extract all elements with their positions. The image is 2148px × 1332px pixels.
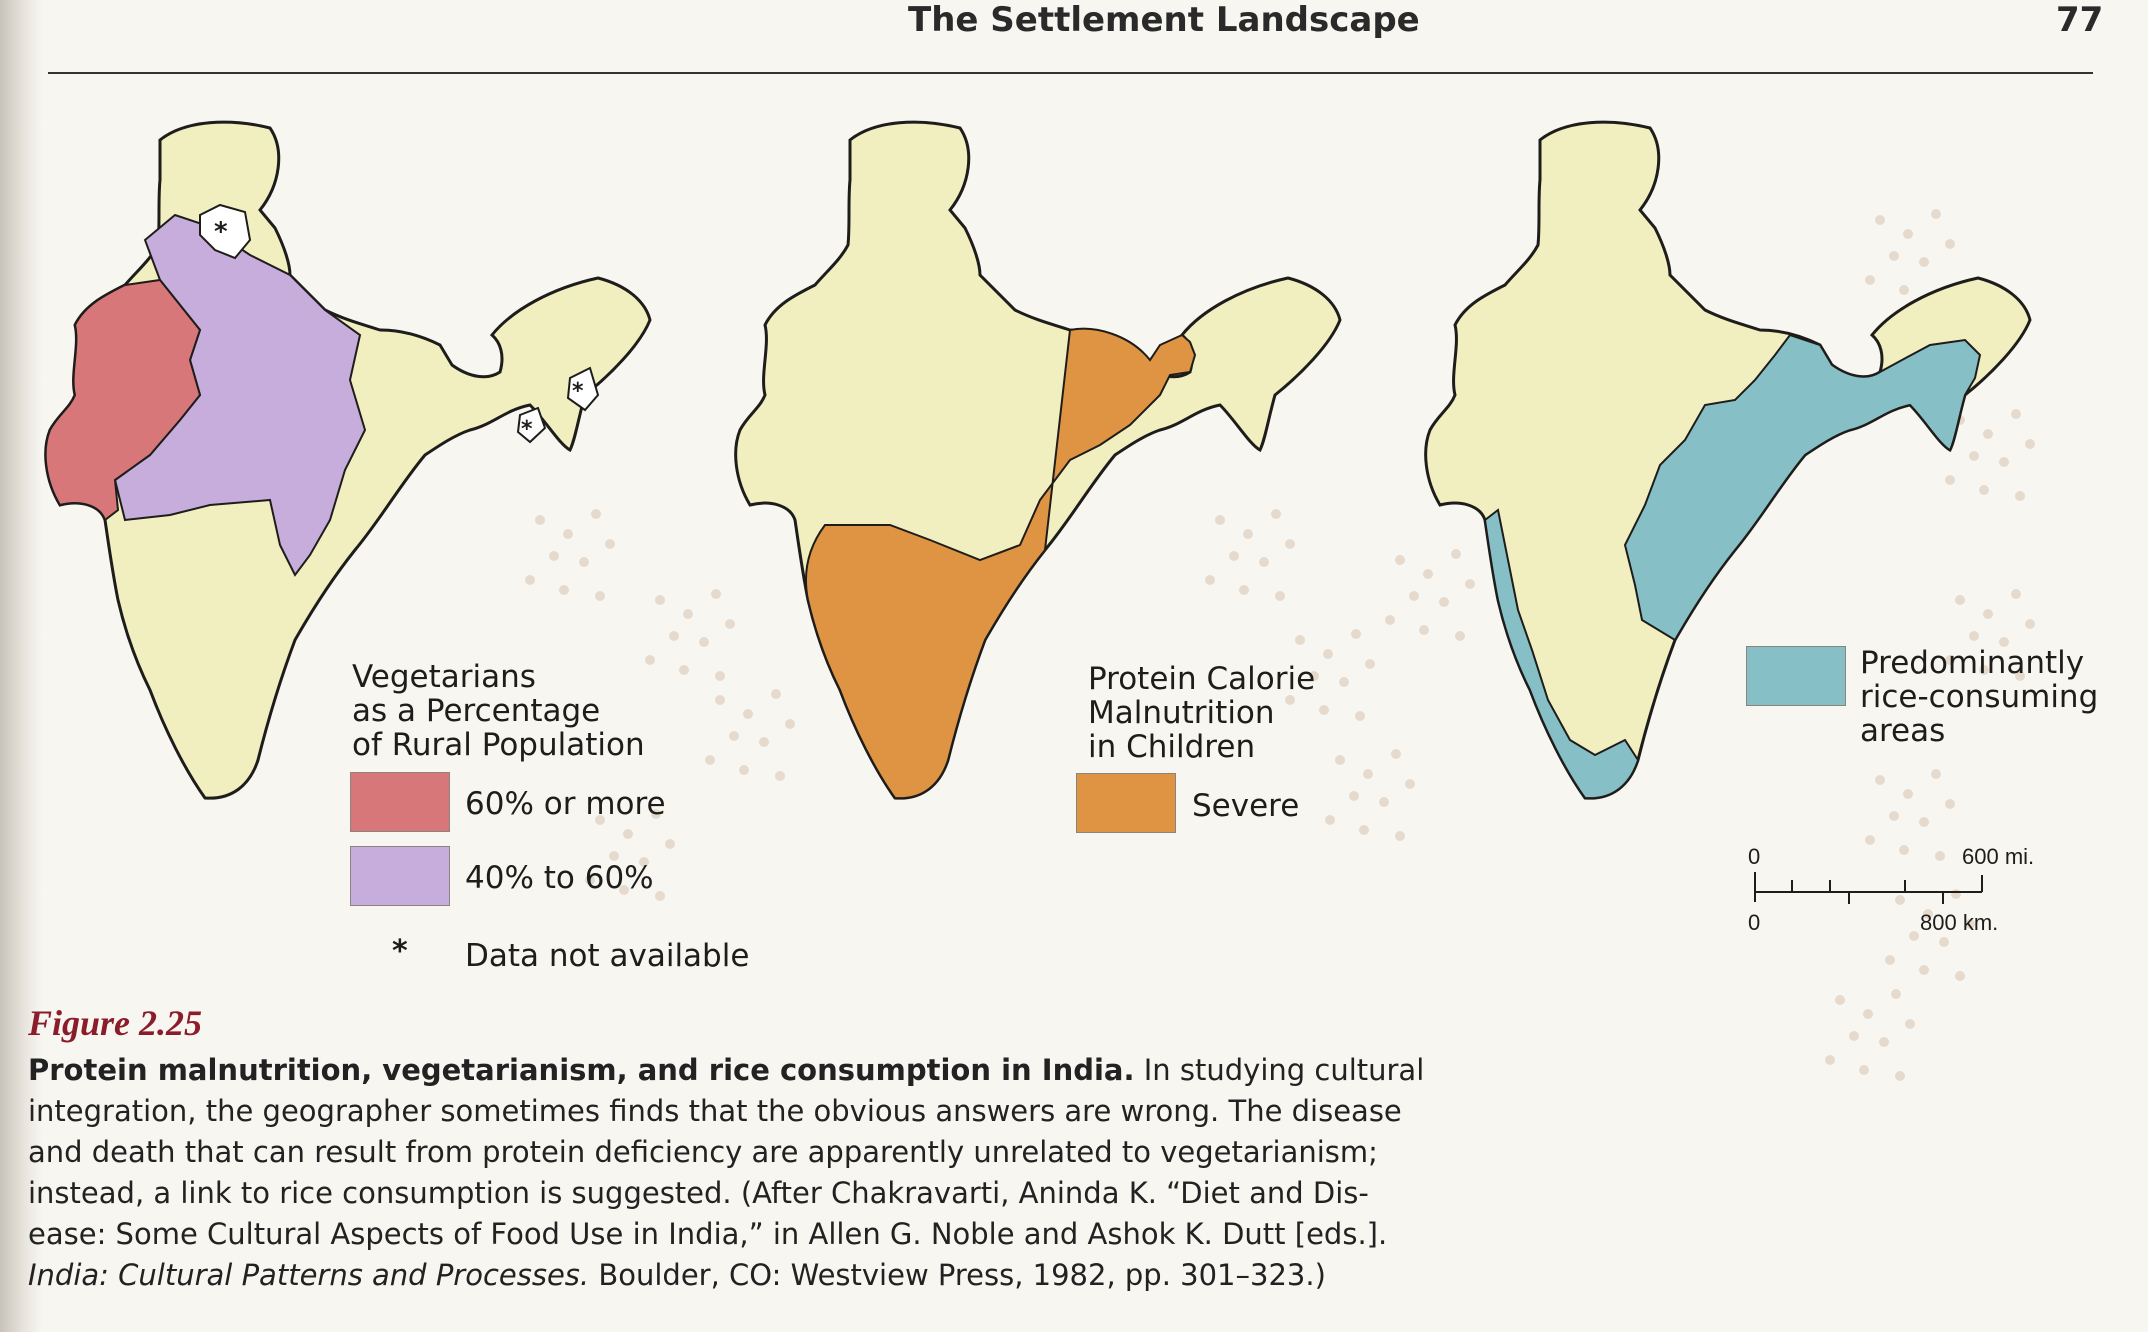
caption-line-3: and death that can result from protein d… [28, 1135, 1378, 1169]
caption-bold-title: Protein malnutrition, vegetarianism, and… [28, 1053, 1135, 1087]
caption-line-5: ease: Some Cultural Aspects of Food Use … [28, 1217, 1388, 1251]
map1-legend-title: Vegetarians as a Percentage of Rural Pop… [352, 660, 645, 762]
page-number: 77 [2056, 0, 2104, 40]
map1-label-40-60: 40% to 60% [465, 860, 654, 896]
scale-km-end: 800 km. [1920, 910, 1999, 935]
map1-label-60-plus: 60% or more [465, 786, 666, 822]
map2-legend-title-line2: Malnutrition [1088, 695, 1275, 731]
map1-legend-title-line3: of Rural Population [352, 727, 645, 763]
scale-km-start: 0 [1748, 910, 1761, 935]
svg-text:*: * [521, 417, 533, 442]
caption-line-6: India: Cultural Patterns and Processes. … [28, 1255, 1388, 1296]
map-rice [1424, 120, 2032, 800]
map-malnutrition [734, 120, 1342, 800]
map3-rice-west-coast [1483, 508, 1640, 800]
header-rule [48, 72, 2093, 74]
map1-swatch-60-plus [350, 772, 450, 832]
map1-legend-title-line1: Vegetarians [352, 659, 536, 695]
map2-swatch-severe [1076, 773, 1176, 833]
map-vegetarians: * * * [44, 120, 652, 800]
map1-na-label: Data not available [465, 938, 750, 974]
map3-legend-title: Predominantly rice-consuming areas [1860, 646, 2098, 748]
caption-line-1: Protein malnutrition, vegetarianism, and… [28, 1050, 1424, 1091]
map2-legend-title-line3: in Children [1088, 729, 1256, 765]
figure-caption: Protein malnutrition, vegetarianism, and… [28, 1050, 1424, 1296]
map3-swatch-rice [1746, 646, 1846, 706]
map1-na-east-b [566, 366, 600, 412]
caption-line-2: integration, the geographer sometimes fi… [28, 1094, 1402, 1128]
map1-na-symbol: * [392, 934, 408, 969]
map3-legend-title-line3: areas [1860, 713, 1946, 749]
scale-mi-end: 600 mi. [1962, 844, 2035, 869]
map3-rice-east [1623, 333, 1982, 642]
scale-bar [1754, 872, 1983, 904]
map1-swatch-40-60 [350, 846, 450, 906]
caption-line-4: instead, a link to rice consumption is s… [28, 1176, 1369, 1210]
map3-legend-title-line2: rice-consuming [1860, 679, 2099, 715]
figure-label: Figure 2.25 [28, 1003, 203, 1043]
svg-text:*: * [214, 217, 228, 247]
svg-text:*: * [572, 379, 584, 404]
caption-book-title: India: Cultural Patterns and Processes. [28, 1258, 590, 1292]
caption-line-1-rest: In studying cultural [1134, 1053, 1425, 1087]
scale-mi-start: 0 [1748, 844, 1761, 869]
map2-legend-title: Protein Calorie Malnutrition in Children [1088, 662, 1315, 764]
map2-legend-title-line1: Protein Calorie [1088, 661, 1316, 697]
map1-legend-title-line2: as a Percentage [352, 693, 601, 729]
caption-line-6-rest: Boulder, CO: Westview Press, 1982, pp. 3… [589, 1258, 1326, 1292]
map1-region-60-plus [44, 278, 202, 522]
map1-na-east-a [516, 406, 547, 444]
map3-legend-title-line1: Predominantly [1860, 645, 2085, 681]
book-spine-shadow [0, 0, 42, 1332]
map2-label-severe: Severe [1192, 788, 1300, 824]
map2-severe-region [805, 327, 1197, 800]
map1-na-kashmir [199, 203, 252, 260]
running-head: The Settlement Landscape [908, 0, 1420, 40]
